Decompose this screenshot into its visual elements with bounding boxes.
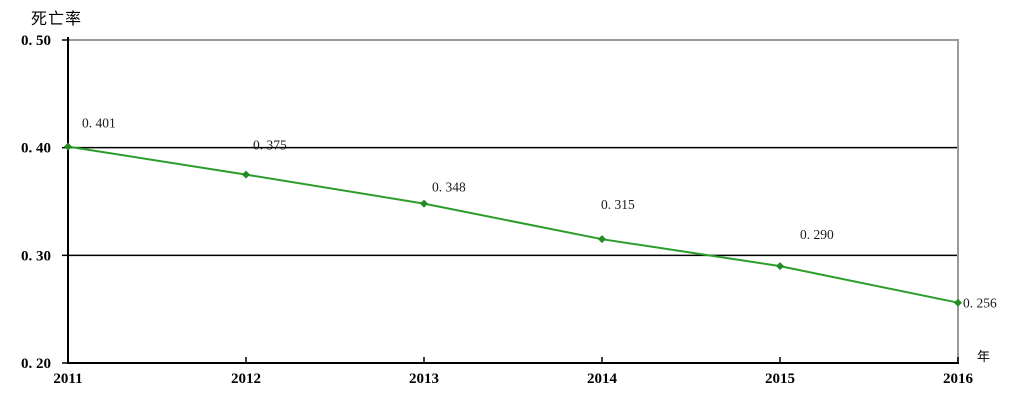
data-point-marker xyxy=(242,170,250,179)
data-point-label: 0. 348 xyxy=(432,180,466,195)
y-tick-label: 0. 30 xyxy=(21,248,51,264)
y-tick-label: 0. 50 xyxy=(21,33,51,49)
x-tick-label: 2012 xyxy=(231,371,261,387)
data-point-marker xyxy=(954,298,962,307)
x-tick-label: 2013 xyxy=(409,371,439,387)
data-point-label: 0. 290 xyxy=(800,227,834,242)
y-axis-title: 死亡率 xyxy=(31,9,83,28)
data-point-marker xyxy=(420,199,428,208)
data-point-marker xyxy=(64,142,72,151)
data-point-label: 0. 256 xyxy=(963,296,997,311)
data-point-label: 0. 401 xyxy=(82,116,116,131)
x-tick-label: 2014 xyxy=(587,371,618,387)
x-axis-unit-label: 年 xyxy=(977,350,991,365)
data-point-marker xyxy=(598,235,606,244)
data-point-label: 0. 315 xyxy=(601,197,635,212)
y-tick-label: 0. 20 xyxy=(21,356,51,372)
data-point-label: 0. 375 xyxy=(253,138,287,153)
data-point-marker xyxy=(776,262,784,271)
y-tick-label: 0. 40 xyxy=(21,141,51,157)
trend-line xyxy=(67,145,959,304)
x-tick-label: 2016 xyxy=(943,371,974,387)
x-tick-label: 2011 xyxy=(53,371,82,387)
x-tick-label: 2015 xyxy=(765,371,795,387)
